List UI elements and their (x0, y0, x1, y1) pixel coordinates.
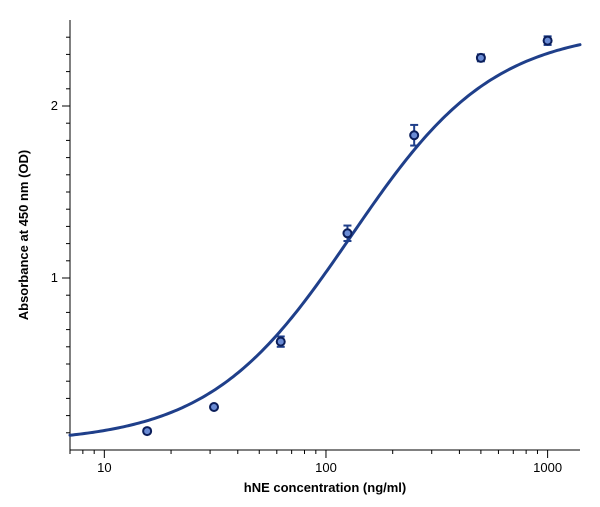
x-tick-label: 10 (97, 460, 111, 475)
x-axis-label: hNE concentration (ng/ml) (244, 480, 407, 495)
data-point (277, 338, 285, 346)
fit-curve (70, 45, 580, 436)
y-axis-label: Absorbance at 450 nm (OD) (16, 150, 31, 321)
data-point (477, 54, 485, 62)
data-point (544, 37, 552, 45)
data-point (410, 131, 418, 139)
data-point (343, 229, 351, 237)
x-tick-label: 100 (315, 460, 337, 475)
elisa-standard-curve-chart: 10 100 1000 1 2 hNE concentration (ng/ml) Abso… (0, 0, 600, 507)
data-point (143, 427, 151, 435)
x-tick-label: 1000 (533, 460, 562, 475)
y-tick-label: 1 (51, 270, 58, 285)
chart-svg: 10 100 1000 1 2 hNE concentration (ng/ml) Abso… (0, 0, 600, 507)
y-tick-label: 2 (51, 98, 58, 113)
data-point (210, 403, 218, 411)
